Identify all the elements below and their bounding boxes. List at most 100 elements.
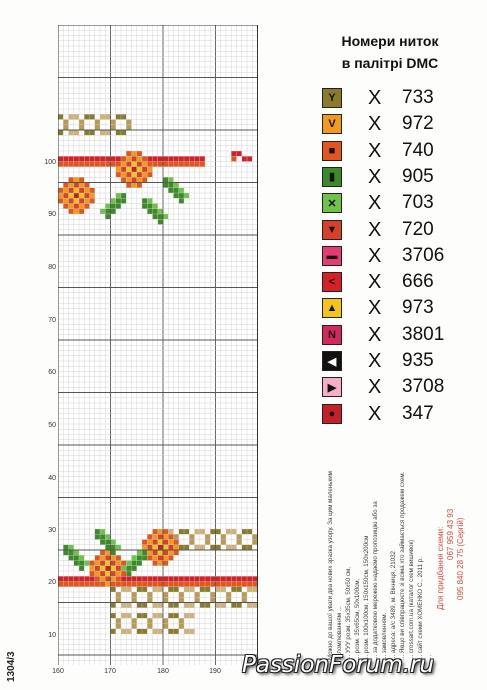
stitch-cell bbox=[94, 529, 100, 535]
stitch-cell bbox=[194, 161, 200, 167]
stitch-cell bbox=[84, 203, 90, 209]
stitch-cell bbox=[73, 193, 79, 199]
watermark: PassionForum.ru bbox=[242, 652, 435, 678]
stitch-cell bbox=[142, 581, 148, 587]
stitch-cell bbox=[241, 156, 247, 162]
stitch-cell bbox=[157, 156, 163, 162]
stitch-cell bbox=[142, 203, 148, 209]
y-tick-label: 80 bbox=[48, 264, 56, 271]
stitch-cell bbox=[173, 182, 179, 188]
stitch-cell bbox=[84, 193, 90, 199]
stitch-cell bbox=[147, 172, 153, 178]
stitch-cell bbox=[220, 586, 226, 592]
stitch-cell bbox=[226, 529, 232, 535]
legend-title: Номери ниток в палітрі DMC bbox=[320, 30, 460, 74]
stitch-cell bbox=[205, 581, 211, 587]
stitch-cell bbox=[58, 130, 64, 136]
stitch-cell bbox=[121, 576, 127, 582]
stitch-cell bbox=[168, 177, 174, 183]
stitch-cell bbox=[131, 618, 137, 624]
stitch-cell bbox=[184, 161, 190, 167]
stitch-cell bbox=[184, 613, 190, 619]
stitch-cell bbox=[110, 544, 116, 550]
stitch-cell bbox=[131, 182, 137, 188]
stitch-cell bbox=[210, 529, 216, 535]
stitch-cell bbox=[136, 602, 142, 608]
stitch-cell bbox=[173, 628, 179, 634]
stitch-cell bbox=[173, 187, 179, 193]
legend-times: X bbox=[368, 139, 382, 162]
stitch-cell bbox=[247, 581, 253, 587]
stitch-cell bbox=[247, 156, 253, 162]
legend-row: ■ X 740 bbox=[322, 139, 472, 163]
stitch-cell bbox=[84, 161, 90, 167]
stitch-cell bbox=[79, 198, 85, 204]
stitch-cell bbox=[110, 124, 116, 130]
stitch-cell bbox=[189, 581, 195, 587]
stitch-cell bbox=[136, 151, 142, 157]
stitch-cell bbox=[63, 198, 69, 204]
stitch-cell bbox=[89, 193, 95, 199]
stitch-cell bbox=[142, 166, 148, 172]
stitch-cell bbox=[168, 539, 174, 545]
stitch-cell bbox=[126, 628, 132, 634]
stitch-cell bbox=[94, 161, 100, 167]
stitch-cell bbox=[210, 544, 216, 550]
stitch-cell bbox=[68, 177, 74, 183]
stitch-cell bbox=[100, 555, 106, 561]
stitch-cell bbox=[147, 198, 153, 204]
stitch-cell bbox=[163, 182, 169, 188]
legend-code: 720 bbox=[402, 218, 434, 240]
stitch-cell bbox=[121, 156, 127, 162]
stitch-cell bbox=[173, 613, 179, 619]
stitch-cell bbox=[73, 114, 79, 120]
stitch-cell bbox=[131, 597, 137, 603]
stitch-cell bbox=[136, 560, 142, 566]
stitch-cell bbox=[189, 576, 195, 582]
stitch-cell bbox=[236, 586, 242, 592]
stitch-cell bbox=[152, 539, 158, 545]
stitch-cell bbox=[126, 172, 132, 178]
stitch-cell bbox=[58, 187, 64, 193]
stitch-cell bbox=[110, 628, 116, 634]
stitch-cell bbox=[194, 592, 200, 598]
info-line: ... розм. 100х100см, 150х150см, 150х200с… bbox=[363, 535, 370, 660]
stitch-cell bbox=[84, 130, 90, 136]
stitch-cell bbox=[157, 613, 163, 619]
stitch-cell bbox=[115, 198, 121, 204]
x-tick-label: 190 bbox=[209, 668, 221, 675]
stitch-cell bbox=[68, 156, 74, 162]
stitch-cell bbox=[84, 576, 90, 582]
stitch-cell bbox=[121, 613, 127, 619]
stitch-cell bbox=[100, 576, 106, 582]
stitch-cell bbox=[115, 544, 121, 550]
stitch-cell bbox=[147, 581, 153, 587]
stitch-cell bbox=[126, 602, 132, 608]
chart-border bbox=[58, 25, 258, 665]
stitch-cell bbox=[121, 198, 127, 204]
stitch-cell bbox=[110, 119, 116, 125]
stitch-cell bbox=[110, 156, 116, 162]
stitch-cell bbox=[131, 555, 137, 561]
legend-swatch: ▮ bbox=[322, 166, 342, 187]
stitch-cell bbox=[205, 539, 211, 545]
stitch-cell bbox=[63, 203, 69, 209]
stitch-cell bbox=[231, 576, 237, 582]
stitch-cell bbox=[184, 602, 190, 608]
legend-row: ▬ X 3706 bbox=[322, 244, 472, 268]
stitch-cell bbox=[115, 161, 121, 167]
stitch-cell bbox=[121, 565, 127, 571]
legend-times: X bbox=[368, 297, 382, 320]
stitch-cells bbox=[58, 114, 258, 634]
stitch-cell bbox=[110, 539, 116, 545]
stitch-cell bbox=[168, 586, 174, 592]
info-line: ... crossart.com.ua (каталог схем вишиво… bbox=[408, 539, 415, 660]
legend-swatch: ■ bbox=[322, 140, 342, 161]
phone-number-1: 067 959 43 93 bbox=[446, 508, 455, 560]
stitch-cell bbox=[168, 161, 174, 167]
stitch-cell bbox=[189, 161, 195, 167]
info-line: ... сайт схеми ХОМЕНКО С., 2011 р. bbox=[417, 557, 424, 660]
stitch-cell bbox=[173, 539, 179, 545]
legend-swatch: ▬ bbox=[322, 245, 342, 266]
info-line: ... УУУ розм. 35х35см, 50х50 см, bbox=[345, 566, 352, 660]
